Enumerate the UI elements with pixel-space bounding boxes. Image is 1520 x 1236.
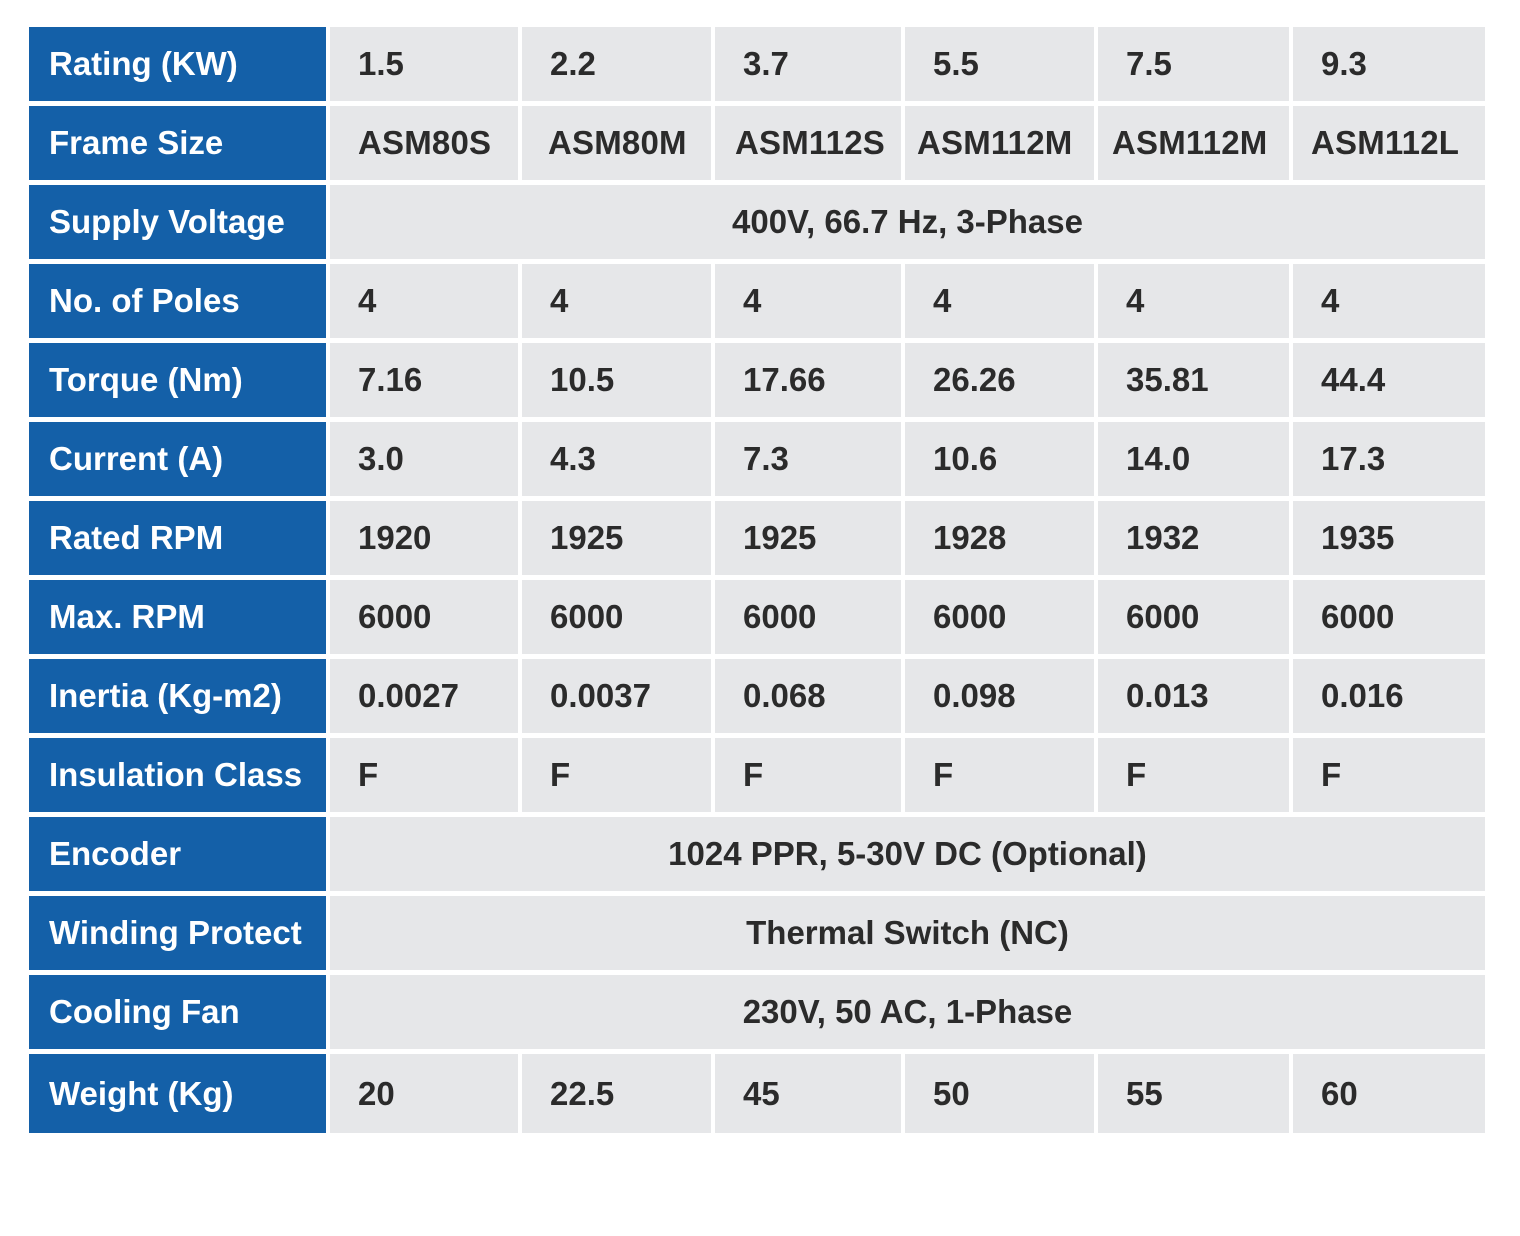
table-cell: 60: [1293, 1054, 1485, 1133]
table-cell: 0.098: [905, 659, 1098, 738]
table-cell-merged: 1024 PPR, 5-30V DC (Optional): [330, 817, 1485, 896]
table-row-winding-protect: Winding Protect Thermal Switch (NC): [29, 896, 1485, 975]
table-row-rating: Rating (KW) 1.5 2.2 3.7 5.5 7.5 9.3: [29, 27, 1485, 106]
table-cell: 1935: [1293, 501, 1485, 580]
table-cell: 2.2: [522, 27, 715, 106]
row-label-max-rpm: Max. RPM: [29, 580, 330, 659]
table-cell: 7.16: [330, 343, 522, 422]
table-cell: 1932: [1098, 501, 1293, 580]
table-cell: 1925: [715, 501, 905, 580]
table-cell: 35.81: [1098, 343, 1293, 422]
table-cell: 50: [905, 1054, 1098, 1133]
table-cell: 1920: [330, 501, 522, 580]
table-row-poles: No. of Poles 4 4 4 4 4 4: [29, 264, 1485, 343]
table-cell: 6000: [1098, 580, 1293, 659]
table-cell: 4: [330, 264, 522, 343]
table-cell: 17.3: [1293, 422, 1485, 501]
table-cell: 1925: [522, 501, 715, 580]
row-label-insulation-class: Insulation Class: [29, 738, 330, 817]
table-cell: F: [905, 738, 1098, 817]
table-cell: 4: [522, 264, 715, 343]
row-label-inertia: Inertia (Kg-m2): [29, 659, 330, 738]
table-cell: 4.3: [522, 422, 715, 501]
row-label-rating: Rating (KW): [29, 27, 330, 106]
table-row-insulation-class: Insulation Class F F F F F F: [29, 738, 1485, 817]
table-cell: 6000: [330, 580, 522, 659]
table-cell: F: [1293, 738, 1485, 817]
table-cell: 14.0: [1098, 422, 1293, 501]
table-cell: 55: [1098, 1054, 1293, 1133]
table-cell: ASM80M: [522, 106, 715, 185]
table-cell: 6000: [522, 580, 715, 659]
table-cell: ASM112L: [1293, 106, 1485, 185]
table-cell: 45: [715, 1054, 905, 1133]
table-cell: F: [715, 738, 905, 817]
row-label-winding-protect: Winding Protect: [29, 896, 330, 975]
table-cell: 6000: [905, 580, 1098, 659]
table-cell: 26.26: [905, 343, 1098, 422]
row-label-supply-voltage: Supply Voltage: [29, 185, 330, 264]
table-row-torque: Torque (Nm) 7.16 10.5 17.66 26.26 35.81 …: [29, 343, 1485, 422]
row-label-weight: Weight (Kg): [29, 1054, 330, 1133]
table-cell: 7.5: [1098, 27, 1293, 106]
table-cell: 6000: [715, 580, 905, 659]
table-cell: 20: [330, 1054, 522, 1133]
table-cell: F: [522, 738, 715, 817]
table-row-frame-size: Frame Size ASM80S ASM80M ASM112S ASM112M…: [29, 106, 1485, 185]
table-cell: 3.0: [330, 422, 522, 501]
table-row-max-rpm: Max. RPM 6000 6000 6000 6000 6000 6000: [29, 580, 1485, 659]
table-cell: F: [1098, 738, 1293, 817]
table-cell: 44.4: [1293, 343, 1485, 422]
table-cell: 6000: [1293, 580, 1485, 659]
row-label-torque: Torque (Nm): [29, 343, 330, 422]
table-cell: 22.5: [522, 1054, 715, 1133]
table-cell: 0.013: [1098, 659, 1293, 738]
row-label-encoder: Encoder: [29, 817, 330, 896]
table-cell: 4: [1098, 264, 1293, 343]
table-cell: 0.0027: [330, 659, 522, 738]
table-cell: 4: [1293, 264, 1485, 343]
table-cell: 0.068: [715, 659, 905, 738]
table-cell: 0.016: [1293, 659, 1485, 738]
table-cell: 9.3: [1293, 27, 1485, 106]
row-label-poles: No. of Poles: [29, 264, 330, 343]
table-cell: 4: [715, 264, 905, 343]
row-label-frame-size: Frame Size: [29, 106, 330, 185]
table-row-current: Current (A) 3.0 4.3 7.3 10.6 14.0 17.3: [29, 422, 1485, 501]
table-cell: 10.6: [905, 422, 1098, 501]
table-cell-merged: 230V, 50 AC, 1-Phase: [330, 975, 1485, 1054]
table-row-encoder: Encoder 1024 PPR, 5-30V DC (Optional): [29, 817, 1485, 896]
row-label-current: Current (A): [29, 422, 330, 501]
table-row-cooling-fan: Cooling Fan 230V, 50 AC, 1-Phase: [29, 975, 1485, 1054]
table-cell: ASM112S: [715, 106, 905, 185]
table-row-inertia: Inertia (Kg-m2) 0.0027 0.0037 0.068 0.09…: [29, 659, 1485, 738]
table-cell-merged: 400V, 66.7 Hz, 3-Phase: [330, 185, 1485, 264]
table-cell: 1.5: [330, 27, 522, 106]
table-cell: 7.3: [715, 422, 905, 501]
table-cell: ASM80S: [330, 106, 522, 185]
motor-spec-table: Rating (KW) 1.5 2.2 3.7 5.5 7.5 9.3 Fram…: [29, 27, 1485, 1133]
table-cell: 4: [905, 264, 1098, 343]
table-cell: 5.5: [905, 27, 1098, 106]
table-cell: 10.5: [522, 343, 715, 422]
table-cell: ASM112M: [1098, 106, 1293, 185]
row-label-cooling-fan: Cooling Fan: [29, 975, 330, 1054]
row-label-rated-rpm: Rated RPM: [29, 501, 330, 580]
table-cell: ASM112M: [905, 106, 1098, 185]
table-cell: 17.66: [715, 343, 905, 422]
table-cell: 1928: [905, 501, 1098, 580]
table-cell: 3.7: [715, 27, 905, 106]
table-row-supply-voltage: Supply Voltage 400V, 66.7 Hz, 3-Phase: [29, 185, 1485, 264]
table-cell-merged: Thermal Switch (NC): [330, 896, 1485, 975]
table-row-weight: Weight (Kg) 20 22.5 45 50 55 60: [29, 1054, 1485, 1133]
table-cell: F: [330, 738, 522, 817]
table-row-rated-rpm: Rated RPM 1920 1925 1925 1928 1932 1935: [29, 501, 1485, 580]
table-cell: 0.0037: [522, 659, 715, 738]
